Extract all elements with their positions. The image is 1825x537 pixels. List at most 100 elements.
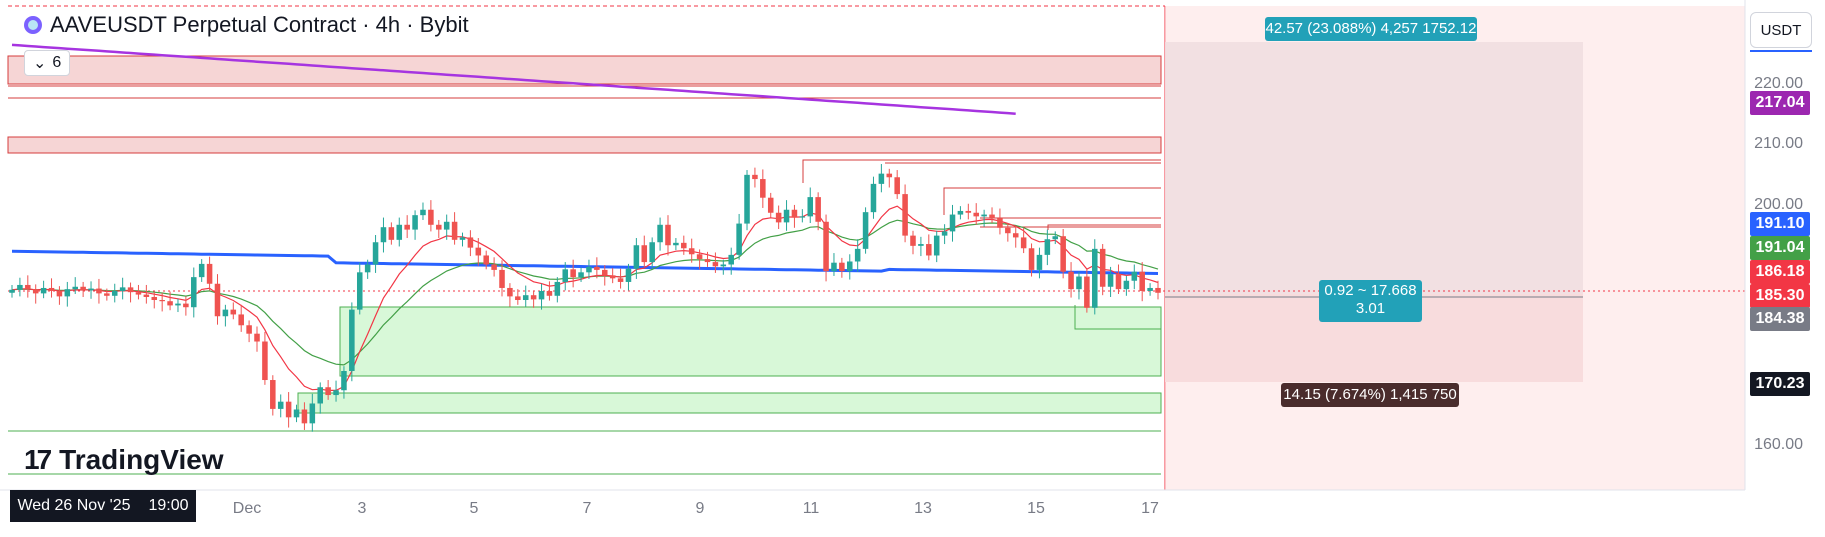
candle-body [499, 269, 505, 288]
candle-body [238, 314, 244, 326]
candle-body [1147, 287, 1153, 291]
stop-callout[interactable]: 14.15 (7.674%) 1,415 750 [1281, 383, 1459, 407]
time-tick: 11 [802, 500, 820, 517]
candle-body [333, 390, 339, 396]
candle-body [823, 221, 829, 272]
candle-body [696, 254, 703, 260]
tradingview-logo: 17 TradingView [24, 444, 224, 476]
candle-body [317, 387, 324, 404]
demand-zone-2[interactable] [297, 392, 1162, 414]
chart-title[interactable]: AAVEUSDT Perpetual Contract · 4h · Bybit [24, 12, 469, 38]
candle-body [1020, 237, 1027, 249]
candle-body [657, 224, 663, 243]
candle-body [594, 266, 600, 270]
candle-body [846, 261, 853, 272]
candle-body [862, 212, 869, 249]
candle-body [538, 290, 545, 300]
candle-body [396, 224, 403, 240]
candle-body [341, 370, 347, 391]
candle-body [736, 223, 742, 255]
candle-body [214, 283, 221, 317]
candle-body [443, 221, 450, 230]
candle-body [254, 333, 260, 342]
candle-body [728, 254, 734, 265]
candle-body [222, 309, 229, 317]
candle-body [72, 286, 78, 290]
currency-button[interactable]: USDT [1750, 12, 1812, 48]
candle-body [918, 244, 924, 246]
candle-body [1044, 239, 1051, 255]
candle-body [1084, 276, 1090, 308]
candle-body [451, 221, 458, 240]
time-tick: 15 [1027, 500, 1045, 517]
center-callout-line1: 0.92 ~ 17.668 [1324, 282, 1417, 299]
candle-body [783, 209, 790, 223]
candle-body [570, 269, 576, 278]
candle-body [1036, 254, 1043, 270]
candle-body [17, 284, 23, 290]
candles-group [9, 164, 1161, 432]
price-badge-ema-long: 217.04 [1750, 91, 1810, 115]
candle-body [854, 248, 861, 262]
candle-body [586, 266, 592, 273]
candle-body [926, 244, 932, 256]
candle-body [404, 224, 410, 230]
candle-body [649, 242, 655, 263]
candle-body [760, 179, 766, 198]
time-tick: 17 [1141, 500, 1159, 517]
candle-body [973, 212, 979, 217]
candle-body [127, 287, 134, 293]
crosshair-date: Wed 26 Nov '25 [17, 497, 131, 514]
candle-body [206, 263, 213, 284]
candle-body [301, 409, 308, 424]
resistance-steps [802, 159, 1161, 230]
chart-title-text: AAVEUSDT Perpetual Contract · 4h · Bybit [50, 12, 469, 37]
candle-body [997, 218, 1003, 228]
candle-body [40, 287, 47, 294]
indicators-toggle-button[interactable]: ⌄ 6 [24, 50, 71, 76]
candle-body [507, 287, 513, 297]
time-tick: 9 [695, 500, 705, 517]
candle-body [688, 248, 695, 255]
candle-body [1068, 271, 1074, 290]
time-tick: 7 [582, 500, 592, 517]
candle-body [293, 409, 300, 418]
candle-body [420, 209, 426, 216]
center-callout[interactable]: 0.92 ~ 17.668 3.01 [1319, 280, 1422, 322]
candle-body [578, 272, 584, 278]
demand-zone-1[interactable] [339, 306, 1162, 377]
candle-body [96, 288, 102, 294]
candle-body [625, 268, 632, 282]
currency-underline [1750, 50, 1812, 52]
candle-body [1012, 233, 1019, 238]
candle-body [767, 197, 774, 213]
candle-body [80, 286, 86, 291]
candle-body [143, 294, 150, 297]
candle-body [744, 174, 750, 224]
ema-mid-line [11, 219, 1159, 366]
candle-body [601, 269, 608, 276]
ema-slow-line [11, 249, 1159, 275]
candle-body [522, 295, 529, 300]
supply-zone-1[interactable] [7, 55, 1162, 85]
price-badge-ema-mid: 191.04 [1750, 236, 1810, 260]
supply-zone-2[interactable] [7, 136, 1162, 154]
candle-body [965, 210, 972, 213]
candle-body [878, 173, 885, 184]
candle-body [380, 227, 387, 243]
price-badge-ema-fast: 186.18 [1750, 260, 1810, 284]
candle-body [135, 292, 142, 295]
candle-body [554, 281, 561, 296]
target-callout[interactable]: 42.57 (23.088%) 4,257 1752.12 [1265, 17, 1477, 41]
price-tick: 160.00 [1754, 436, 1803, 453]
candle-body [459, 237, 466, 240]
candle-body [25, 284, 31, 290]
candle-body [1005, 227, 1011, 234]
candle-body [799, 216, 806, 218]
candle-body [483, 255, 489, 265]
center-callout-line2: 3.01 [1355, 300, 1386, 317]
price-tick: 210.00 [1754, 135, 1803, 152]
candle-body [681, 242, 687, 249]
candle-body [515, 296, 521, 300]
